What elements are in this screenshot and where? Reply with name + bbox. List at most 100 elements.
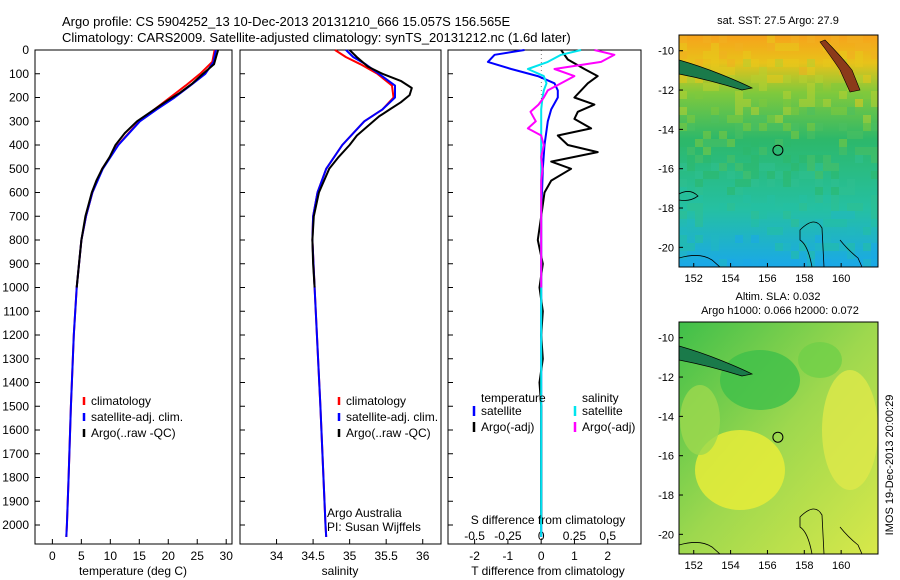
- sst-cell: [807, 171, 815, 179]
- sst-cell: [847, 243, 855, 251]
- sst-cell: [703, 147, 711, 155]
- sst-cell: [719, 203, 727, 211]
- sst-cell: [711, 83, 719, 91]
- sst-cell: [799, 155, 807, 163]
- sst-cell: [871, 51, 878, 59]
- sst-cell: [751, 115, 759, 123]
- lat-tick-label: -10: [658, 333, 674, 345]
- sst-cell: [823, 235, 831, 243]
- y-tick-label: 2000: [2, 518, 29, 532]
- x-tick-label: 25: [191, 549, 205, 563]
- sst-cell: [839, 91, 847, 99]
- sst-cell: [751, 123, 759, 131]
- sst-cell: [871, 147, 878, 155]
- sst-cell: [871, 219, 878, 227]
- sst-cell: [687, 155, 695, 163]
- sst-cell: [871, 211, 878, 219]
- sst-cell: [687, 243, 695, 251]
- sst-cell: [791, 251, 799, 259]
- sst-cell: [679, 163, 687, 171]
- sst-cell: [743, 179, 751, 187]
- difference-panel: -2 -1 0 1 2-0.5 -0.25 0 0.25 0.5 S difference fr…: [447, 49, 642, 578]
- sst-cell: [791, 179, 799, 187]
- sst-cell: [759, 259, 767, 267]
- sst-cell: [807, 59, 815, 67]
- sst-cell: [831, 163, 839, 171]
- sst-cell: [735, 235, 743, 243]
- sst-cell: [855, 75, 863, 83]
- sst-cell: [871, 195, 878, 203]
- sst-cell: [815, 219, 823, 227]
- lat-tick-label: -12: [658, 85, 674, 97]
- sst-cell: [735, 187, 743, 195]
- y-tick-label: 1600: [2, 423, 29, 437]
- difference-series: [486, 49, 616, 537]
- legend-label-climatology: climatology: [91, 394, 151, 408]
- sst-cell: [687, 123, 695, 131]
- sst-cell: [679, 91, 687, 99]
- sst-cell: [687, 139, 695, 147]
- y-tick-label: 500: [9, 162, 29, 176]
- sst-cell: [839, 211, 847, 219]
- sst-cell: [735, 91, 743, 99]
- sst-cell: [743, 59, 751, 67]
- legend-label-satellite: satellite-adj. clim.: [91, 410, 183, 424]
- sst-cell: [799, 91, 807, 99]
- sst-cell: [695, 259, 703, 267]
- sst-cell: [775, 227, 783, 235]
- sst-cell: [711, 43, 719, 51]
- sst-cell: [695, 187, 703, 195]
- sla-anomaly: [680, 385, 720, 455]
- sst-cell: [783, 203, 791, 211]
- sst-cell: [711, 171, 719, 179]
- sst-cell: [695, 235, 703, 243]
- sst-cell: [831, 171, 839, 179]
- sst-cell: [695, 195, 703, 203]
- sst-cell: [767, 163, 775, 171]
- sst-cell: [823, 219, 831, 227]
- sst-cell: [703, 35, 711, 43]
- sst-cell: [711, 235, 719, 243]
- lon-tick-label: 160: [832, 273, 850, 285]
- t-difference-label: T difference from climatology: [471, 564, 625, 578]
- sst-cell: [695, 59, 703, 67]
- sst-cell: [783, 43, 791, 51]
- sst-cell: [799, 99, 807, 107]
- sst-cell: [791, 203, 799, 211]
- sst-cell: [679, 211, 687, 219]
- coastline: [679, 542, 721, 554]
- solomon-islands-coastline: [679, 59, 754, 91]
- sst-cell: [767, 179, 775, 187]
- salinity-axes-frame: [239, 49, 442, 545]
- sst-cell: [831, 43, 839, 51]
- difference-legend: temperature salinity satellite Argo(-adj…: [472, 391, 635, 434]
- legend-label-s-satellite: satellite: [582, 404, 623, 418]
- sst-cell: [783, 139, 791, 147]
- sst-cell: [807, 131, 815, 139]
- sst-cell: [839, 83, 847, 91]
- sst-cell: [735, 43, 743, 51]
- sst-cell: [863, 147, 871, 155]
- sst-cell: [871, 91, 878, 99]
- sst-cell: [855, 155, 863, 163]
- sst-cell: [799, 195, 807, 203]
- sst-cell: [783, 99, 791, 107]
- sst-cell: [679, 123, 687, 131]
- salinity-axis: 34 34.5 35 35.5 36: [240, 49, 430, 563]
- y-tick-label: 1400: [2, 376, 29, 390]
- sst-cell: [831, 243, 839, 251]
- sla-map-title: Altim. SLA: 0.032: [736, 291, 821, 303]
- sst-cell: [863, 123, 871, 131]
- sst-cell: [679, 203, 687, 211]
- sst-cell: [719, 51, 727, 59]
- legend-label-t-argo: Argo(-adj): [481, 420, 534, 434]
- y-tick-label: 700: [9, 209, 29, 223]
- sst-cell: [727, 155, 735, 163]
- sst-cell: [727, 171, 735, 179]
- sst-cell: [767, 171, 775, 179]
- y-tick-label: 1900: [2, 494, 29, 508]
- sst-cell: [847, 251, 855, 259]
- sst-cell: [687, 147, 695, 155]
- y-tick-label: 1500: [2, 399, 29, 413]
- sst-cell: [863, 227, 871, 235]
